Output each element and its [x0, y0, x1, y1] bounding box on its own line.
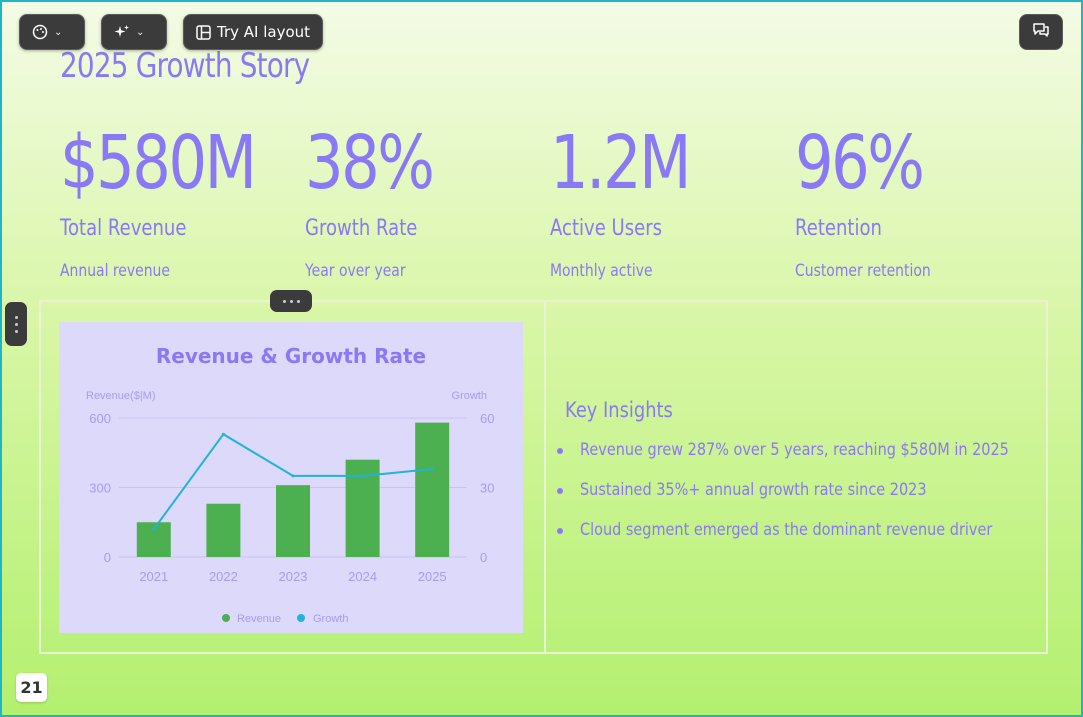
growth-point: [430, 467, 434, 471]
comment-button[interactable]: [1019, 14, 1063, 50]
x-tick-label: 2023: [279, 569, 308, 584]
bar: [415, 422, 450, 557]
y-axis-right-label: Growth: [452, 390, 487, 402]
stat-subtitle: Year over year: [305, 261, 406, 281]
stat-label: Retention: [795, 216, 882, 241]
y-tick-right: 0: [480, 550, 487, 565]
y-axis-left-label: Revenue($|M): [86, 390, 156, 402]
chevron-down-icon: ⌄: [54, 26, 63, 38]
stat-retention: 96% Retention Customer retention: [795, 120, 1040, 281]
stat-value: 38%: [305, 120, 435, 206]
stat-label: Growth Rate: [305, 216, 418, 241]
stat-subtitle: Customer retention: [795, 261, 931, 281]
bar: [136, 522, 171, 557]
insights-list: Revenue grew 287% over 5 years, reaching…: [557, 439, 1035, 559]
growth-point: [221, 432, 225, 436]
try-ai-layout-button[interactable]: Try AI layout: [183, 14, 324, 50]
x-tick-label: 2025: [418, 569, 447, 584]
bar: [276, 485, 310, 557]
revenue-growth-chart: Revenue($|M) Growth 0 0 300 30 600 60 2021 2022 20…: [86, 390, 494, 625]
y-tick-right: 30: [480, 481, 494, 496]
list-item: Revenue grew 287% over 5 years, reaching…: [557, 439, 1035, 479]
layout-icon: [196, 24, 211, 40]
list-item: Sustained 35%+ annual growth rate since …: [557, 479, 1035, 519]
growth-point: [152, 527, 156, 531]
insights-title: Key Insights: [565, 398, 673, 422]
y-tick-right: 60: [480, 411, 494, 426]
bar: [206, 503, 241, 557]
chart-panel[interactable]: Revenue & Growth Rate Revenue($|M) Growth…: [59, 322, 523, 633]
block-drag-handle[interactable]: [270, 290, 312, 312]
list-item: Cloud segment emerged as the dominant re…: [557, 519, 1035, 559]
slide-title: 2025 Growth Story: [60, 46, 310, 86]
stat-subtitle: Annual revenue: [60, 261, 170, 281]
stat-value: 96%: [795, 120, 925, 206]
stat-value: 1.2M: [550, 120, 691, 206]
y-tick-left: 600: [89, 411, 111, 426]
stat-growth-rate: 38% Growth Rate Year over year: [305, 120, 550, 281]
legend-revenue-swatch: [222, 614, 230, 622]
ai-magic-menu-button[interactable]: ⌄: [101, 14, 167, 50]
page-number-badge[interactable]: 21: [16, 673, 47, 702]
legend-growth-swatch: [297, 614, 305, 622]
stat-label: Total Revenue: [60, 216, 187, 241]
chevron-down-icon: ⌄: [136, 26, 145, 38]
column-resize-handle[interactable]: [5, 302, 27, 346]
theme-menu-button[interactable]: ⌄: [19, 14, 85, 50]
stat-label: Active Users: [550, 216, 663, 241]
key-insights: Key Insights Revenue grew 287% over 5 ye…: [557, 398, 1035, 559]
column-divider: [544, 302, 546, 652]
palette-icon: [32, 24, 48, 40]
y-tick-left: 300: [89, 481, 111, 496]
x-tick-label: 2022: [209, 569, 238, 584]
stat-subtitle: Monthly active: [550, 261, 653, 281]
stat-active-users: 1.2M Active Users Monthly active: [550, 120, 795, 281]
growth-point: [291, 474, 295, 478]
y-tick-left: 0: [104, 550, 111, 565]
two-column-block[interactable]: [39, 300, 1048, 654]
x-tick-label: 2024: [348, 569, 377, 584]
stats-row: $580M Total Revenue Annual revenue 38% G…: [60, 120, 1040, 281]
comment-icon: [1032, 22, 1050, 43]
sparkles-icon: [114, 24, 130, 40]
x-tick-label: 2021: [139, 569, 168, 584]
legend-revenue-label: Revenue: [237, 613, 281, 625]
stat-value: $580M: [60, 120, 257, 206]
growth-point: [361, 474, 365, 478]
stat-revenue: $580M Total Revenue Annual revenue: [60, 120, 305, 281]
try-ai-layout-label: Try AI layout: [217, 23, 311, 41]
editor-toolbar: ⌄ ⌄ Try AI layout: [19, 14, 324, 50]
legend-growth-label: Growth: [313, 613, 348, 625]
chart-title: Revenue & Growth Rate: [155, 344, 427, 368]
